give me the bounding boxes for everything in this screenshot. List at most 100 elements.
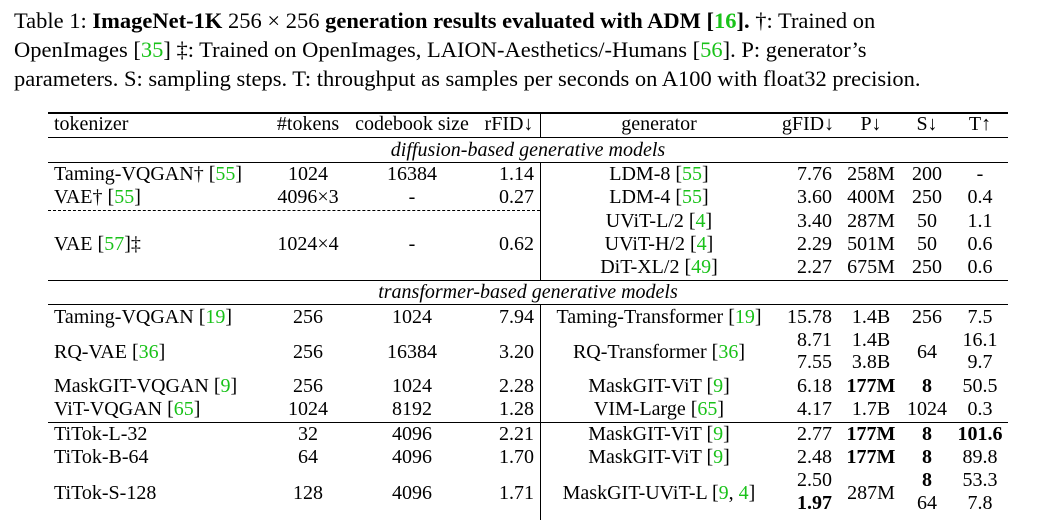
table-row: Taming-VQGAN† [55] 1024 16384 1.14 LDM-8… [48, 164, 1008, 185]
tokens-cell: 256 [293, 375, 323, 397]
section-transformer: transformer-based generative models [378, 281, 678, 303]
citation-link[interactable]: 16 [714, 8, 737, 33]
header-p: P↓ [860, 113, 882, 135]
citation-link[interactable]: 55 [114, 186, 135, 208]
citation-link[interactable]: 65 [697, 398, 718, 420]
citation-link[interactable]: 36 [718, 341, 739, 363]
tokenizer-cell: TiTok-L-32 [54, 423, 148, 445]
generator-cell: MaskGIT-ViT [9] [588, 423, 730, 445]
gfid-cell: 2.29 [797, 233, 832, 255]
s-cell: 8 [922, 375, 932, 397]
table-caption: Table 1: ImageNet-1K 256 × 256 generatio… [14, 6, 1044, 93]
codebook-cell: 8192 [392, 398, 432, 420]
table-row: MaskGIT-VQGAN [9] 256 1024 2.28 MaskGIT-… [48, 376, 1008, 397]
citation-link[interactable]: 9 [713, 423, 724, 445]
gfid-cell: 2.77 [797, 423, 832, 445]
citation-link[interactable]: 35 [140, 37, 164, 62]
tokens-cell: 1024 [288, 163, 328, 185]
tokens-cell: 32 [298, 423, 318, 445]
generator-cell: MaskGIT-UViT-L [9, 4] [562, 482, 756, 504]
codebook-cell: 1024 [392, 306, 432, 328]
dashed-separator [48, 210, 540, 211]
generator-cell: UViT-L/2 [4] [605, 210, 713, 232]
gfid-cell: 8.71 [797, 329, 832, 351]
citation-link[interactable]: 36 [138, 341, 159, 363]
t-cell: 16.1 [962, 329, 998, 351]
rfid-cell: 7.94 [499, 306, 534, 328]
t-cell: - [976, 163, 984, 185]
codebook-cell: 16384 [387, 341, 437, 363]
citation-link[interactable]: 57 [104, 233, 125, 255]
citation-link[interactable]: 4 [738, 482, 749, 504]
table-row: Taming-VQGAN [19] 256 1024 7.94 Taming-T… [48, 307, 1008, 328]
p-cell: 287M [847, 210, 895, 232]
gfid-cell: 1.97 [797, 492, 832, 514]
codebook-cell: 1024 [392, 375, 432, 397]
tokenizer-cell: TiTok-B-64 [54, 446, 149, 468]
gfid-cell: 15.78 [787, 306, 832, 328]
header-gfid: gFID↓ [781, 113, 835, 135]
p-cell: 3.8B [851, 351, 891, 373]
citation-link[interactable]: 4 [695, 210, 706, 232]
gfid-cell: 2.50 [797, 469, 832, 491]
t-cell: 101.6 [957, 423, 1003, 445]
caption-title: ImageNet-1K [92, 8, 223, 33]
caption-line2b: ] ‡: Trained on OpenImages, LAION-Aesthe… [163, 37, 701, 62]
codebook-cell: 4096 [392, 446, 432, 468]
titok-rule [48, 422, 1008, 423]
column-divider [540, 114, 541, 137]
rfid-cell: 1.70 [499, 446, 534, 468]
generator-cell: MaskGIT-ViT [9] [588, 446, 730, 468]
p-cell: 177M [846, 375, 896, 397]
caption-line2c: ]. P: generator’s [722, 37, 867, 62]
citation-link[interactable]: 55 [215, 163, 236, 185]
table-row: TiTok-S-128 128 4096 1.71 MaskGIT-UViT-L… [48, 470, 1008, 516]
codebook-cell: 4096 [392, 423, 432, 445]
header-t: T↑ [968, 113, 992, 135]
citation-link[interactable]: 55 [682, 163, 703, 185]
header-s: S↓ [916, 113, 938, 135]
citation-link[interactable]: 49 [691, 256, 712, 278]
tokenizer-cell: ViT-VQGAN [65] [54, 398, 201, 420]
citation-link[interactable]: 55 [682, 186, 703, 208]
tokenizer-cell: RQ-VAE [36] [54, 341, 166, 363]
table-row: TiTok-L-32 32 4096 2.21 MaskGIT-ViT [9] … [48, 424, 1008, 445]
p-cell: 177M [846, 423, 896, 445]
p-cell: 287M [847, 482, 895, 504]
generator-cell: RQ-Transformer [36] [572, 341, 746, 363]
column-divider [540, 163, 541, 280]
generator-cell: DiT-XL/2 [49] [600, 256, 718, 278]
s-cell: 200 [912, 163, 942, 185]
header-tokenizer: tokenizer [54, 113, 129, 135]
citation-link[interactable]: 9 [713, 375, 724, 397]
rfid-cell: 0.62 [499, 233, 534, 255]
tokenizer-cell: Taming-VQGAN [19] [54, 306, 233, 328]
p-cell: 1.7B [851, 398, 891, 420]
t-cell: 0.6 [967, 233, 993, 255]
citation-link[interactable]: 9 [220, 375, 231, 397]
section-rule [48, 304, 1008, 305]
codebook-cell: 4096 [392, 482, 432, 504]
citation-link[interactable]: 4 [696, 233, 707, 255]
tokens-cell: 64 [298, 446, 318, 468]
rfid-cell: 2.28 [499, 375, 534, 397]
codebook-cell: - [408, 233, 416, 255]
tokens-cell: 256 [293, 306, 323, 328]
tokens-cell: 4096×3 [277, 186, 339, 208]
citation-link[interactable]: 19 [734, 306, 755, 328]
rfid-cell: 3.20 [499, 341, 534, 363]
section-diffusion: diffusion-based generative models [390, 139, 666, 161]
p-cell: 400M [847, 186, 895, 208]
table-row: ViT-VQGAN [65] 1024 8192 1.28 VIM-Large … [48, 399, 1008, 420]
rfid-cell: 2.21 [499, 423, 534, 445]
tokens-cell: 128 [293, 482, 323, 504]
citation-link[interactable]: 9 [713, 446, 724, 468]
s-cell: 50 [917, 210, 937, 232]
s-cell: 1024 [907, 398, 947, 420]
citation-link[interactable]: 65 [173, 398, 194, 420]
citation-link[interactable]: 56 [700, 37, 723, 62]
gfid-cell: 6.18 [797, 375, 832, 397]
citation-link[interactable]: 19 [205, 306, 226, 328]
citation-link[interactable]: 9 [718, 482, 729, 504]
table-row: RQ-VAE [36] 256 16384 3.20 RQ-Transforme… [48, 330, 1008, 374]
